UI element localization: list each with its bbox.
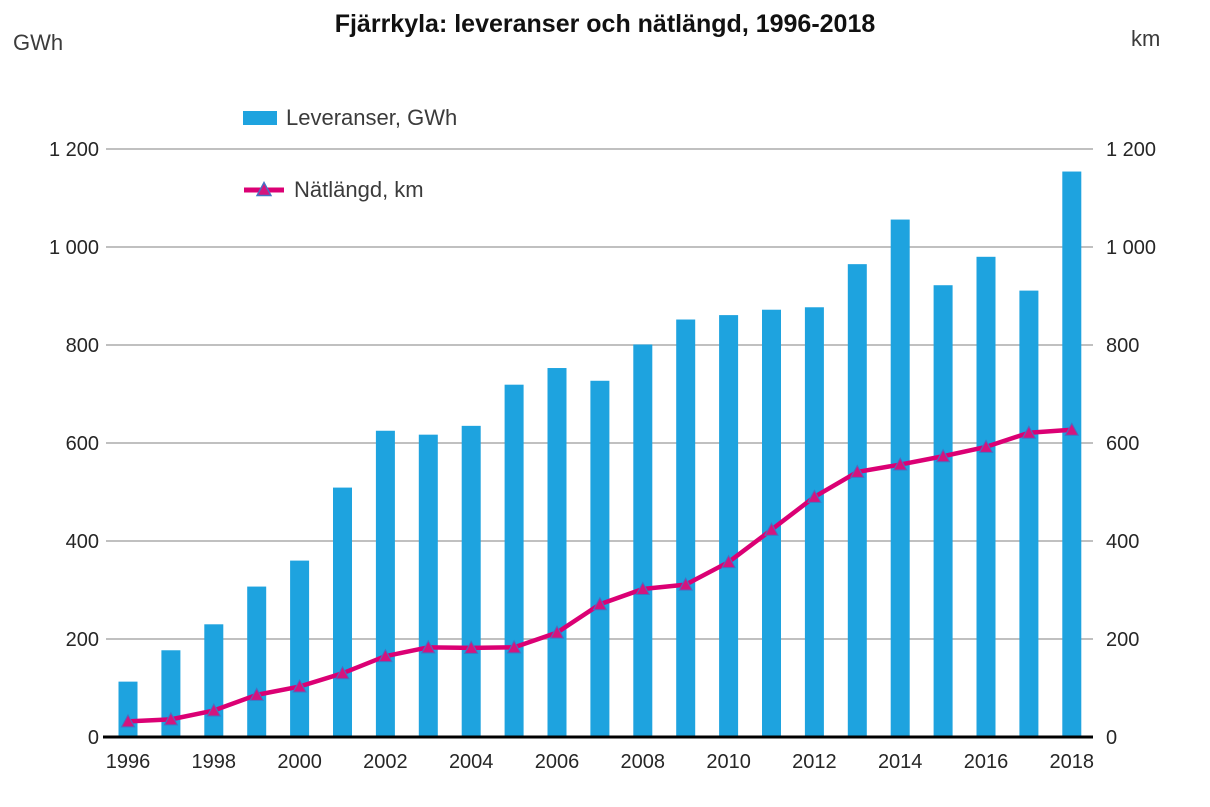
marker-2008 (635, 581, 651, 596)
bar-2014 (890, 219, 910, 737)
y-axis-left-label-1000: 1 000 (49, 237, 99, 259)
marker-1999 (249, 687, 265, 701)
y-axis-left-label-200: 200 (66, 629, 99, 651)
marker-1998 (206, 702, 222, 717)
bar-2016 (976, 256, 996, 737)
marker-2012 (807, 489, 822, 503)
x-axis-label-2000: 2000 (277, 751, 322, 773)
x-axis-label-2002: 2002 (363, 751, 408, 773)
bar-2001 (333, 487, 352, 737)
marker-2002 (378, 648, 393, 663)
marker-2011 (764, 522, 779, 536)
bar-1997 (161, 650, 181, 737)
marker-2018 (1064, 422, 1080, 436)
y-axis-right-label-200: 200 (1106, 629, 1139, 651)
chart-title: Fjärrkyla: leveranser och nätlängd, 1996… (334, 10, 876, 38)
y-axis-left-label-400: 400 (66, 531, 99, 553)
bar-1999 (247, 586, 267, 737)
x-axis-label-2018: 2018 (1050, 751, 1095, 773)
line-series-marker-icon (244, 181, 284, 197)
y-axis-right-label-600: 600 (1106, 433, 1139, 455)
bar-2003 (418, 434, 438, 737)
bar-1998 (204, 624, 224, 737)
bar-2008 (633, 344, 653, 737)
bar-2002 (375, 430, 395, 737)
y-axis-right-label-1000: 1 000 (1106, 237, 1156, 259)
bar-2013 (847, 264, 867, 737)
y-axis-right-label-800: 800 (1106, 335, 1139, 357)
marker-2017 (1021, 425, 1037, 439)
marker-2010 (721, 554, 736, 569)
bar-2007 (590, 380, 610, 737)
bar-2000 (290, 560, 310, 737)
x-axis-label-2014: 2014 (878, 751, 923, 773)
marker-2016 (978, 439, 994, 453)
right-axis-unit-label: km (1131, 26, 1161, 51)
bar-2015 (933, 285, 953, 737)
marker-2014 (892, 457, 908, 471)
marker-2001 (335, 665, 350, 680)
marker-2004 (463, 640, 479, 654)
y-axis-right-label-400: 400 (1106, 531, 1139, 553)
x-axis-label-2004: 2004 (449, 751, 494, 773)
x-axis-label-2006: 2006 (535, 751, 580, 773)
x-axis-label-1996: 1996 (106, 751, 151, 773)
y-axis-left-label-0: 0 (88, 727, 99, 749)
marker-2000 (292, 678, 307, 693)
marker-2015 (935, 448, 951, 463)
marker-2007 (592, 596, 608, 611)
x-axis-label-2016: 2016 (964, 751, 1009, 773)
y-axis-left-label-800: 800 (66, 335, 99, 357)
legend-item-leveranser: Leveranser, GWh (243, 103, 457, 133)
x-axis-label-2012: 2012 (792, 751, 837, 773)
marker-2013 (849, 464, 865, 478)
left-axis-unit-label: GWh (13, 30, 64, 55)
x-axis-label-2010: 2010 (706, 751, 751, 773)
bar-2012 (804, 307, 824, 737)
x-axis-label-1998: 1998 (192, 751, 237, 773)
marker-2003 (420, 639, 436, 654)
legend-item-natlangd: Nätlängd, km (243, 175, 424, 205)
y-axis-left-label-600: 600 (66, 433, 99, 455)
marker-1997 (163, 711, 179, 726)
marker-2005 (506, 639, 522, 654)
bar-2004 (461, 425, 481, 737)
y-axis-left-label-1200: 1 200 (49, 139, 99, 161)
y-axis-right-label-0: 0 (1106, 727, 1117, 749)
marker-2006 (549, 625, 565, 639)
legend-label-leveranser: Leveranser, GWh (286, 105, 458, 130)
marker-2009 (678, 577, 694, 591)
x-axis-label-2008: 2008 (621, 751, 666, 773)
bar-series-swatch-icon (243, 111, 277, 125)
bar-2018 (1062, 171, 1082, 738)
bar-1996 (118, 681, 138, 737)
legend-label-natlangd: Nätlängd, km (294, 177, 424, 202)
marker-1996 (120, 713, 136, 728)
bar-2009 (676, 319, 696, 737)
bar-2017 (1019, 290, 1039, 737)
bar-2006 (547, 368, 567, 737)
y-axis-right-label-1200: 1 200 (1106, 139, 1156, 161)
bar-2010 (719, 315, 739, 737)
bar-2005 (504, 384, 524, 737)
